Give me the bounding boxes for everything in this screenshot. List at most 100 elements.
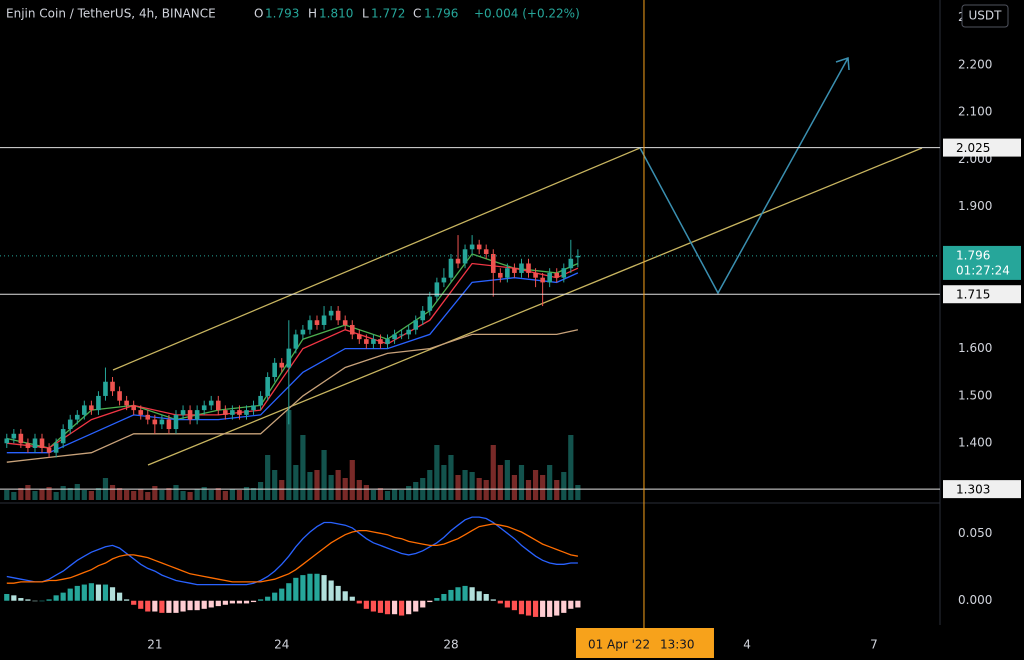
macd-histogram-bar <box>187 600 193 611</box>
level-box <box>943 285 1021 304</box>
candle-body <box>526 263 531 273</box>
macd-histogram-bar <box>469 587 475 601</box>
volume-bar <box>370 490 377 500</box>
macd-histogram-bar <box>568 600 574 609</box>
macd-histogram-bar <box>328 580 334 601</box>
macd-histogram-bar <box>67 588 73 601</box>
candle-body <box>505 268 510 278</box>
volume-bar <box>187 492 193 500</box>
volume-bar <box>483 480 489 500</box>
macd-histogram-bar <box>575 600 581 608</box>
y-tick-label: 2.200 <box>958 57 992 71</box>
candle-body <box>201 405 207 411</box>
candle-body <box>399 334 404 336</box>
volume-bar <box>201 487 207 500</box>
macd-histogram-bar <box>25 599 31 601</box>
macd-histogram-bar <box>74 585 80 601</box>
volume-bar <box>356 480 362 500</box>
candle-body <box>378 339 383 344</box>
candle-body <box>476 244 482 250</box>
volume-bar <box>39 489 45 500</box>
volume-bar <box>540 475 546 500</box>
candle-body <box>145 414 151 420</box>
candle-body <box>32 438 38 448</box>
channel-upper <box>112 147 641 371</box>
volume-bar <box>532 470 539 500</box>
candle-body <box>314 320 320 325</box>
macd-histogram-bar <box>194 600 200 611</box>
symbol-title: Enjin Coin / TetherUS, 4h, BINANCE <box>6 7 216 21</box>
macd-histogram-bar <box>243 600 250 604</box>
volume-bar <box>4 490 10 500</box>
macd-histogram-bar <box>173 600 179 613</box>
macd-histogram-bar <box>279 588 285 601</box>
macd-histogram-bar <box>229 600 235 604</box>
candle-body <box>483 249 489 255</box>
candle-body <box>272 362 277 378</box>
candle-body <box>568 258 574 269</box>
candle-body <box>265 377 270 396</box>
macd-histogram-bar <box>349 596 355 601</box>
volume-bar <box>307 472 313 500</box>
crosshair-box <box>575 628 714 658</box>
candle-body <box>244 410 249 415</box>
candle-body <box>194 410 200 420</box>
candle-body <box>223 410 228 415</box>
macd-histogram-bar <box>300 575 306 601</box>
candle-body <box>356 334 362 340</box>
candle-body <box>575 255 581 258</box>
last-price-box <box>943 245 1021 280</box>
volume-bar <box>547 465 553 500</box>
level-label: 2.025 <box>956 141 990 155</box>
macd-histogram-bar <box>4 593 10 601</box>
ohlc-label: H <box>308 7 317 21</box>
candle-body <box>60 429 66 444</box>
macd-histogram-bar <box>222 600 228 605</box>
candle-body <box>413 320 419 330</box>
volume-bar <box>293 465 299 500</box>
volume-bar <box>363 485 369 500</box>
macd-histogram-bar <box>377 600 384 613</box>
macd-histogram-bar <box>554 600 560 616</box>
volume-bar <box>257 482 264 500</box>
channel-lower <box>147 147 923 466</box>
macd-tick-label: 0.050 <box>958 526 992 540</box>
candle-body <box>342 320 348 325</box>
candle-body <box>11 433 17 439</box>
macd-histogram-bar <box>342 591 348 601</box>
candle-body <box>53 443 59 453</box>
macd-histogram-bar <box>180 600 186 612</box>
volume-bar <box>455 475 461 500</box>
macd-histogram-bar <box>497 600 503 604</box>
volume-bar <box>448 455 454 500</box>
x-tick-label: 7 <box>870 638 878 652</box>
candle-body <box>124 400 129 406</box>
volume-bar <box>250 488 257 500</box>
candle-body <box>166 419 172 430</box>
x-tick-label: 21 <box>147 638 162 652</box>
volume-bar <box>434 445 440 500</box>
macd-histogram-bar <box>490 599 496 601</box>
volume-bar <box>109 485 116 500</box>
candle-body <box>448 258 454 278</box>
volume-bar <box>236 490 243 500</box>
volume-bar <box>462 470 468 500</box>
moving-average <box>6 253 579 449</box>
volume-bar <box>286 410 292 500</box>
candle-body <box>540 277 545 283</box>
macd-histogram-bar <box>525 600 532 616</box>
candle-body <box>455 258 461 264</box>
macd-histogram-bar <box>250 600 257 603</box>
macd-histogram-bar <box>236 600 243 604</box>
candle-body <box>349 324 355 335</box>
macd-histogram-bar <box>455 587 461 601</box>
projection-path <box>639 57 849 295</box>
macd-histogram-bar <box>314 573 320 601</box>
volume-bar <box>427 470 433 500</box>
candle-body <box>547 272 552 283</box>
moving-average <box>6 329 579 463</box>
candle-body <box>103 381 108 396</box>
last-price-label: 1.796 <box>956 248 990 262</box>
candle-body <box>498 272 503 278</box>
